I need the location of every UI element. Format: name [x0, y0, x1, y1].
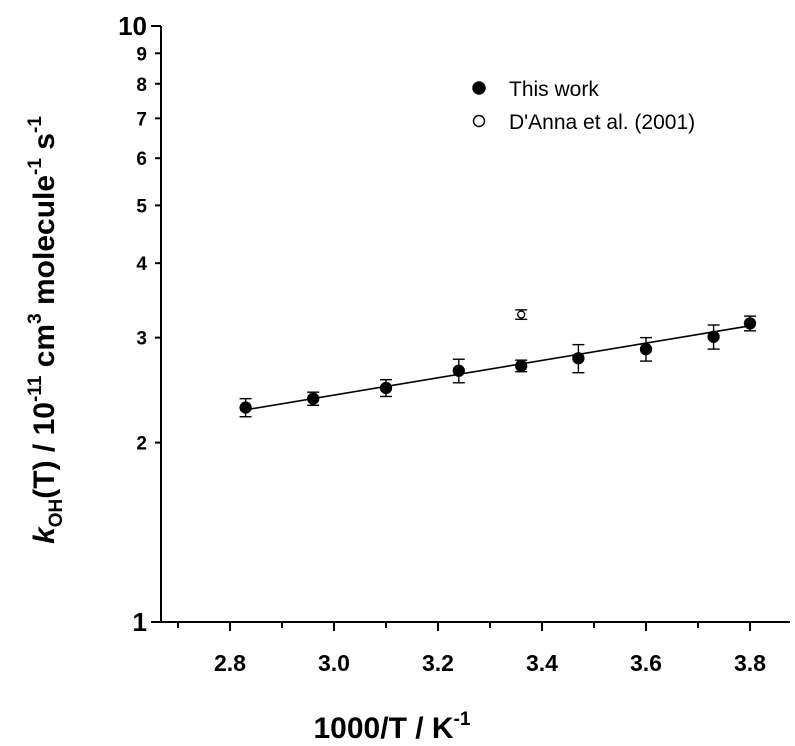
- axes: [160, 26, 790, 623]
- legend: This work D'Anna et al. (2001): [472, 78, 695, 134]
- data-point-this-work: [572, 352, 585, 365]
- data-point-this-work: [515, 359, 528, 373]
- data-point-this-work: [239, 401, 252, 414]
- data-points: [239, 309, 757, 418]
- y-title-k-sub: OH: [46, 499, 67, 528]
- data-point-this-work: [743, 317, 757, 330]
- legend-label-danna: D'Anna et al. (2001): [509, 111, 695, 134]
- y-title-exp1: -11: [25, 375, 46, 402]
- y-tick-label: 6: [136, 149, 147, 170]
- data-point-this-work: [639, 342, 653, 356]
- y-tick-label: 10: [118, 11, 147, 41]
- data-point-this-work: [452, 364, 465, 377]
- y-title-cm: cm: [28, 324, 61, 376]
- legend-marker-danna: [472, 114, 486, 128]
- y-tick-label: 8: [136, 75, 147, 96]
- x-ticks: 2.8 3.0 3.2 3.4 3.6 3.8: [177, 622, 766, 676]
- fit-line-group: [245, 325, 751, 411]
- y-title-mid: (T) / 10: [28, 402, 61, 499]
- x-axis-title-text: 1000/T / K: [314, 712, 454, 745]
- x-tick-label: 3.2: [422, 650, 454, 676]
- x-tick-label: 3.6: [630, 650, 662, 676]
- y-title-exp3: -1: [25, 158, 46, 175]
- y-title-s: s: [28, 133, 61, 158]
- y-tick-label: 4: [136, 254, 147, 275]
- y-title-exp4: -1: [25, 116, 46, 133]
- y-tick-label: 7: [136, 109, 147, 130]
- y-ticks: 1 2 3 4 5 6 7 8 9 10: [118, 11, 161, 637]
- x-tick-label: 3.4: [526, 650, 558, 676]
- fit-line: [245, 325, 751, 411]
- y-axis-title: kOH(T) / 10-11 cm3 molecule-1 s-1: [25, 116, 67, 544]
- legend-label-this-work: This work: [509, 78, 599, 101]
- legend-marker-this-work: [472, 81, 486, 95]
- data-point-this-work: [307, 392, 320, 405]
- x-tick-label: 3.0: [318, 650, 350, 676]
- data-point-this-work: [707, 330, 720, 343]
- y-tick-label: 2: [136, 434, 147, 455]
- y-tick-label: 5: [136, 196, 147, 217]
- x-tick-label: 3.8: [734, 650, 766, 676]
- data-point-danna: [517, 310, 526, 319]
- y-title-k: k: [28, 526, 61, 544]
- x-axis-title: 1000/T / K-1: [314, 709, 471, 745]
- y-tick-label: 3: [136, 329, 147, 350]
- data-point-this-work: [379, 381, 393, 395]
- x-tick-label: 2.8: [214, 650, 246, 676]
- y-title-molecule: molecule: [28, 175, 61, 313]
- y-title-exp2: 3: [25, 313, 46, 324]
- y-tick-label: 9: [136, 44, 147, 65]
- x-axis-title-sup: -1: [454, 709, 471, 730]
- y-tick-label: 1: [133, 607, 147, 637]
